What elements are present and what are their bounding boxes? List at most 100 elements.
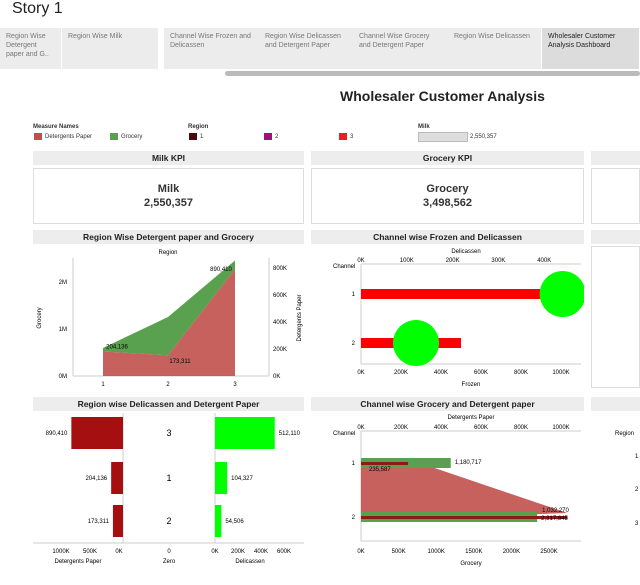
chart2-top-tick: 100K <box>400 258 414 264</box>
region-legend-title: Region <box>188 124 209 130</box>
chart1-right-tick: 200K <box>273 347 287 353</box>
chart4-xlabel: Grocery <box>460 561 481 567</box>
tab-region-delicassen[interactable]: Region Wise Delicassen <box>448 28 542 69</box>
tabs-scrollbar[interactable] <box>225 71 640 76</box>
chart2-header: Channel wise Frozen and Delicassen <box>311 230 584 244</box>
chart3-right-tick: 0K <box>211 549 218 555</box>
chart3-left-tick: 1000K <box>52 549 69 555</box>
chart2-row-header: Channel <box>333 264 355 270</box>
partial-chart-panel <box>591 246 640 388</box>
milk-kpi-value: 2,550,357 <box>144 197 193 209</box>
tab-channel-frozen-delicassen[interactable]: Channel Wise Frozen and Delicassen <box>164 28 260 69</box>
tab-region-wise-milk[interactable]: Region Wise Milk <box>62 28 159 69</box>
partial-row-2: 2 <box>635 487 639 493</box>
milk-kpi-header: Milk KPI <box>33 151 304 165</box>
chart3-delicassen-bar <box>215 505 222 537</box>
tab-region-delicassen-detergent[interactable]: Region Wise Delicassen and Detergent Pap… <box>259 28 354 69</box>
chart4-bottom-tick: 0K <box>357 549 364 555</box>
legend-swatch-region-2 <box>264 133 272 140</box>
chart4-bottom-tick: 1000K <box>428 549 445 555</box>
chart3-delicassen-label: 54,506 <box>225 519 244 525</box>
chart1-data-label: 173,311 <box>169 359 191 365</box>
chart4-top-tick: 600K <box>474 425 488 431</box>
chart3-mid-tick: 0 <box>167 549 171 555</box>
chart1-right-tick: 800K <box>273 266 287 272</box>
chart3-left-tick: 500K <box>83 549 97 555</box>
story-title: Story 1 <box>12 0 63 17</box>
chart2-top-label: Delicassen <box>451 249 480 255</box>
chart3-delicassen-label: 512,110 <box>279 431 301 437</box>
chart3-region-label: 3 <box>166 428 171 438</box>
chart2-bottom-tick: 600K <box>474 370 488 376</box>
chart2-top-tick: 300K <box>491 258 505 264</box>
chart1-data-label: 204,136 <box>106 345 128 351</box>
legend-swatch-grocery <box>110 133 118 140</box>
chart2-top-tick: 400K <box>537 258 551 264</box>
chart2-delicassen-circle <box>393 320 439 366</box>
chart3-delicassen-bar <box>215 417 275 449</box>
chart3-detergent-bar <box>111 462 123 494</box>
chart4-detergent-line <box>361 516 568 519</box>
partial-row-1: 1 <box>635 454 639 460</box>
chart2-channel-label: 2 <box>352 341 356 347</box>
milk-kpi-card: Milk 2,550,357 <box>33 168 304 224</box>
chart2-channel-label: 1 <box>352 292 356 298</box>
chart1-data-label: 890,410 <box>210 267 232 273</box>
chart4-channel-label: 1 <box>352 461 356 467</box>
chart4-grocery-label: 1,180,717 <box>455 460 482 466</box>
legend-label-region-1: 1 <box>200 134 204 140</box>
chart3-delicassen-label: 104,327 <box>231 476 253 482</box>
legend-swatch-region-1 <box>189 133 197 140</box>
chart4-row-header: Channel <box>333 431 355 437</box>
chart2-bottom-tick: 0K <box>357 370 364 376</box>
chart4-top-label: Detergents Paper <box>447 415 494 421</box>
chart2-frozen-bar <box>361 289 561 299</box>
chart2-svg: Delicassen Channel 1 2 0K 100K 200K 300K 400K 0… <box>333 249 584 388</box>
chart4-header: Channel wise Grocery and Detergent paper <box>311 397 584 411</box>
milk-legend-value: 2,550,357 <box>470 134 497 140</box>
legend-label-region-3: 3 <box>350 134 354 140</box>
grocery-kpi-title: Grocery <box>426 183 469 195</box>
tab-region-wise-detergent[interactable]: Region Wise Detergent paper and G.. <box>0 28 62 69</box>
grocery-kpi-header: Grocery KPI <box>311 151 584 165</box>
legend-swatch-detergents <box>34 133 42 140</box>
chart1-grocery-area <box>103 260 235 356</box>
chart2-bottom-tick: 200K <box>394 370 408 376</box>
chart4-top-tick: 200K <box>394 425 408 431</box>
tab-dashboard[interactable]: Wholesaler Customer Analysis Dashboard <box>542 28 640 69</box>
legend-swatch-region-3 <box>339 133 347 140</box>
chart4-bottom-tick: 2000K <box>503 549 520 555</box>
chart1-x-tick: 1 <box>101 382 105 388</box>
chart4-grocery-label: 2,317,845 <box>541 516 568 522</box>
measure-names-legend-title: Measure Names <box>33 124 79 130</box>
chart4-detergent-line <box>361 462 409 465</box>
partial-right-chart: Region 1 2 3 <box>615 431 639 527</box>
chart1-ylabel-left: Grocery <box>37 307 43 328</box>
chart1-right-tick: 400K <box>273 320 287 326</box>
chart1-x-tick: 3 <box>233 382 237 388</box>
chart3-svg: 890,410 3 512,110 204,136 1 104,327 173,311 2 54… <box>33 413 304 565</box>
chart4-channel-label: 2 <box>352 515 356 521</box>
partial-panel-header-2 <box>591 230 640 244</box>
tab-channel-grocery-detergent[interactable]: Channel Wise Grocery and Detergent Paper <box>353 28 449 69</box>
chart1-top-label: Region <box>158 250 177 256</box>
chart3-xlabel-mid: Zero <box>163 559 176 565</box>
chart2-bottom-tick: 400K <box>434 370 448 376</box>
milk-legend-title: Milk <box>418 124 430 130</box>
chart2-delicassen-circle <box>539 271 584 317</box>
partial-panel-header-1 <box>591 151 640 165</box>
chart4-top-tick: 0K <box>357 425 364 431</box>
chart1-ylabel-right: Detergents Paper <box>297 294 303 341</box>
chart1-detergent-area <box>103 269 235 376</box>
chart3-left-tick: 0K <box>115 549 122 555</box>
grocery-kpi-card: Grocery 3,498,562 <box>311 168 584 224</box>
chart1-left-tick: 2M <box>59 280 67 286</box>
chart3-detergent-label: 204,136 <box>85 476 107 482</box>
chart4-detergent-label: 235,587 <box>369 467 391 473</box>
chart4-top-tick: 1000K <box>552 425 569 431</box>
chart3-region-label: 2 <box>166 516 171 526</box>
chart3-header: Region wise Delicassen and Detergent Pap… <box>33 397 304 411</box>
chart1-right-tick: 600K <box>273 293 287 299</box>
chart4-top-tick: 800K <box>514 425 528 431</box>
chart4-svg: Detergents Paper Channel 1 2 1,180,717 2,31… <box>333 415 581 567</box>
